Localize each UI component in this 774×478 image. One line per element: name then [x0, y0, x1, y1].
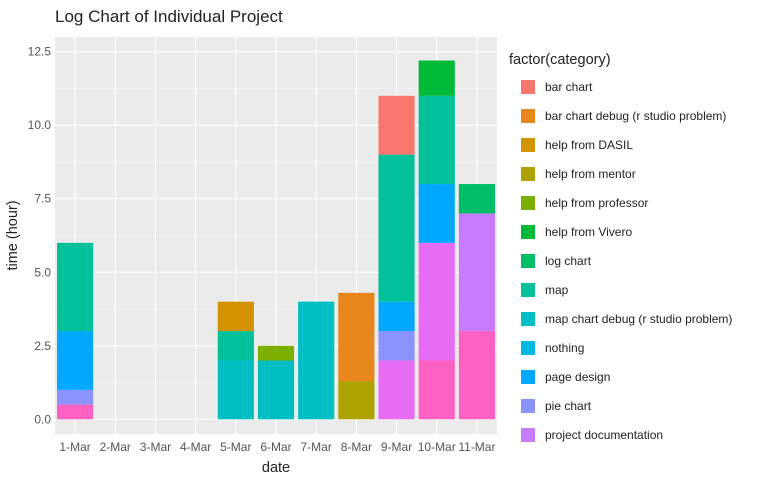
- legend-swatch: [521, 398, 535, 413]
- legend-item: bar chart: [509, 72, 732, 101]
- x-tick-labels: 1-Mar 2-Mar 3-Mar 4-Mar 5-Mar 6-Mar 7-Mar 8-Mar…: [59, 440, 495, 454]
- x-tick-label: 7-Mar: [301, 440, 332, 454]
- x-tick-label: 3-Mar: [140, 440, 171, 454]
- legend-label: log chart: [545, 253, 592, 268]
- legend-swatch: [521, 166, 535, 181]
- legend-label: bar chart debug (r studio problem): [545, 108, 727, 123]
- bar-segment: [57, 404, 94, 420]
- legend-item: pie chart: [509, 391, 732, 420]
- bar-segment: [378, 331, 415, 361]
- x-tick-label: 2-Mar: [100, 440, 131, 454]
- legend-swatch: [521, 369, 535, 384]
- bar-segment: [458, 213, 495, 332]
- bar-segment: [217, 331, 254, 361]
- bar-segment: [418, 360, 455, 420]
- legend-swatch: [521, 427, 535, 442]
- legend: factor(category) bar chart bar chart debu…: [509, 52, 732, 449]
- legend-label: page design: [545, 369, 611, 384]
- bar-segment: [257, 345, 295, 361]
- y-tick-label: 10.0: [28, 118, 52, 132]
- bar-segment: [418, 242, 455, 361]
- bar-segment: [378, 95, 415, 155]
- legend-swatch: [521, 311, 535, 326]
- legend-item: help from professor: [509, 188, 732, 217]
- x-tick-label: 8-Mar: [341, 440, 372, 454]
- legend-label: project documentation: [545, 427, 664, 442]
- x-tick-label: 6-Mar: [260, 440, 291, 454]
- legend-label: map chart debug (r studio problem): [545, 311, 733, 326]
- bar-segment: [217, 360, 254, 420]
- bar-segment: [257, 360, 295, 420]
- x-tick-label: 1-Mar: [59, 440, 90, 454]
- y-tick-label: 0.0: [34, 412, 51, 426]
- y-tick-label: 5.0: [34, 265, 51, 279]
- bar-segment: [378, 360, 415, 420]
- legend-label: nothing: [545, 340, 585, 355]
- legend-label: help from Vivero: [545, 224, 633, 239]
- y-tick-label: 7.5: [34, 192, 51, 206]
- legend-item: map chart debug (r studio problem): [509, 304, 732, 333]
- legend-item: bar chart debug (r studio problem): [509, 101, 732, 130]
- legend-item: map: [509, 275, 732, 304]
- bar-segment: [378, 154, 415, 302]
- bar-segment: [458, 331, 495, 420]
- legend-swatch: [521, 224, 535, 239]
- bar-segment: [458, 184, 495, 214]
- legend-item: help from mentor: [509, 159, 732, 188]
- legend-swatch: [521, 282, 535, 297]
- bar-segment: [418, 95, 455, 185]
- legend-items: bar chart bar chart debug (r studio probl…: [509, 72, 732, 449]
- legend-label: help from mentor: [545, 166, 636, 181]
- bar-segment: [418, 60, 455, 96]
- bar-segment: [217, 301, 254, 332]
- x-axis-title: date: [262, 460, 290, 476]
- legend-label: help from professor: [545, 195, 649, 210]
- legend-item: page design: [509, 362, 732, 391]
- bar-segment: [57, 242, 94, 332]
- y-tick-label: 2.5: [34, 339, 51, 353]
- y-tick-label: 12.5: [28, 45, 52, 59]
- bar-segment: [338, 381, 375, 420]
- bar-segment: [57, 389, 94, 405]
- bars: [57, 60, 495, 420]
- legend-swatch: [521, 137, 535, 152]
- legend-item: help from Vivero: [509, 217, 732, 246]
- chart-title: Log Chart of Individual Project: [55, 7, 283, 26]
- bar-segment: [338, 292, 375, 382]
- legend-label: bar chart: [545, 79, 593, 94]
- x-tick-label: 4-Mar: [180, 440, 211, 454]
- legend-label: help from DASIL: [545, 137, 634, 152]
- legend-title: factor(category): [509, 52, 611, 68]
- y-axis-title: time (hour): [5, 200, 21, 270]
- bar-segment: [298, 301, 335, 420]
- legend-swatch: [521, 195, 535, 210]
- legend-label: pie chart: [545, 398, 592, 413]
- bar-segment: [418, 184, 455, 243]
- x-tick-label: 5-Mar: [220, 440, 251, 454]
- x-tick-label: 10-Mar: [418, 440, 456, 454]
- x-tick-label: 11-Mar: [458, 440, 495, 454]
- legend-label: map: [545, 282, 569, 297]
- legend-swatch: [521, 108, 535, 123]
- legend-item: project documentation: [509, 420, 732, 449]
- legend-swatch: [521, 340, 535, 355]
- legend-item: log chart: [509, 246, 732, 275]
- bar-segment: [57, 331, 94, 390]
- bar-segment: [378, 301, 415, 332]
- x-tick-label: 9-Mar: [381, 440, 412, 454]
- legend-swatch: [521, 79, 535, 94]
- legend-swatch: [521, 253, 535, 268]
- legend-item: nothing: [509, 333, 732, 362]
- legend-item: help from DASIL: [509, 130, 732, 159]
- y-tick-labels: 0.0 2.5 5.0 7.5 10.0 12.5: [28, 45, 52, 427]
